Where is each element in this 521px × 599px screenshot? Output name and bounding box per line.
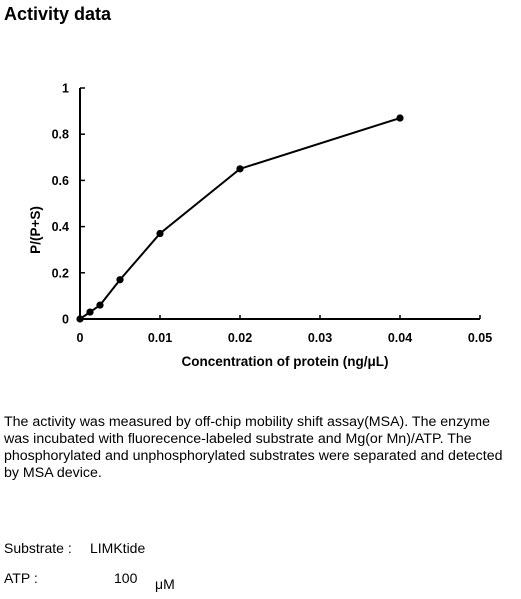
- y-tick-label: 0.8: [52, 128, 69, 142]
- y-axis-label: P/(P+S): [28, 206, 43, 254]
- substrate-value: LIMKtide: [90, 540, 146, 556]
- data-point: [96, 301, 104, 309]
- page-title: Activity data: [4, 4, 112, 24]
- x-tick-label: 0.03: [308, 331, 332, 345]
- x-tick-label: 0.01: [148, 331, 172, 345]
- y-tick-label: 0.4: [52, 220, 69, 234]
- series-line: [79, 117, 401, 320]
- y-tick-label: 0: [62, 313, 69, 327]
- x-tick-label: 0.04: [388, 331, 412, 345]
- chart-series: [76, 114, 404, 323]
- chart-axes: [79, 88, 480, 320]
- data-point: [116, 276, 124, 284]
- x-tick-label: 0.02: [228, 331, 252, 345]
- x-axis-label: Concentration of protein (ng/μL): [182, 354, 389, 369]
- chart-ticks: 0 0.01 0.02 0.03 0.04 0.05 0 0.2 0.4 0.6 0.8 1: [52, 82, 493, 346]
- data-point: [76, 315, 84, 323]
- y-tick-label: 0.6: [52, 174, 69, 188]
- data-point: [396, 114, 404, 122]
- substrate-label: Substrate :: [4, 540, 72, 556]
- atp-value: 100: [114, 570, 138, 586]
- data-point: [236, 165, 244, 173]
- description-text: The activity was measured by off-chip mo…: [4, 414, 503, 481]
- activity-line-chart: 0 0.01 0.02 0.03 0.04 0.05 0 0.2 0.4 0.6 0.8 1 Conc…: [28, 82, 493, 370]
- y-tick-label: 1: [62, 82, 69, 96]
- atp-label: ATP :: [4, 570, 38, 586]
- data-point: [86, 308, 94, 316]
- data-point: [156, 229, 164, 238]
- x-tick-label: 0.05: [468, 331, 492, 345]
- x-tick-label: 0: [77, 331, 84, 345]
- y-tick-label: 0.2: [52, 266, 69, 280]
- atp-unit: μM: [155, 576, 175, 592]
